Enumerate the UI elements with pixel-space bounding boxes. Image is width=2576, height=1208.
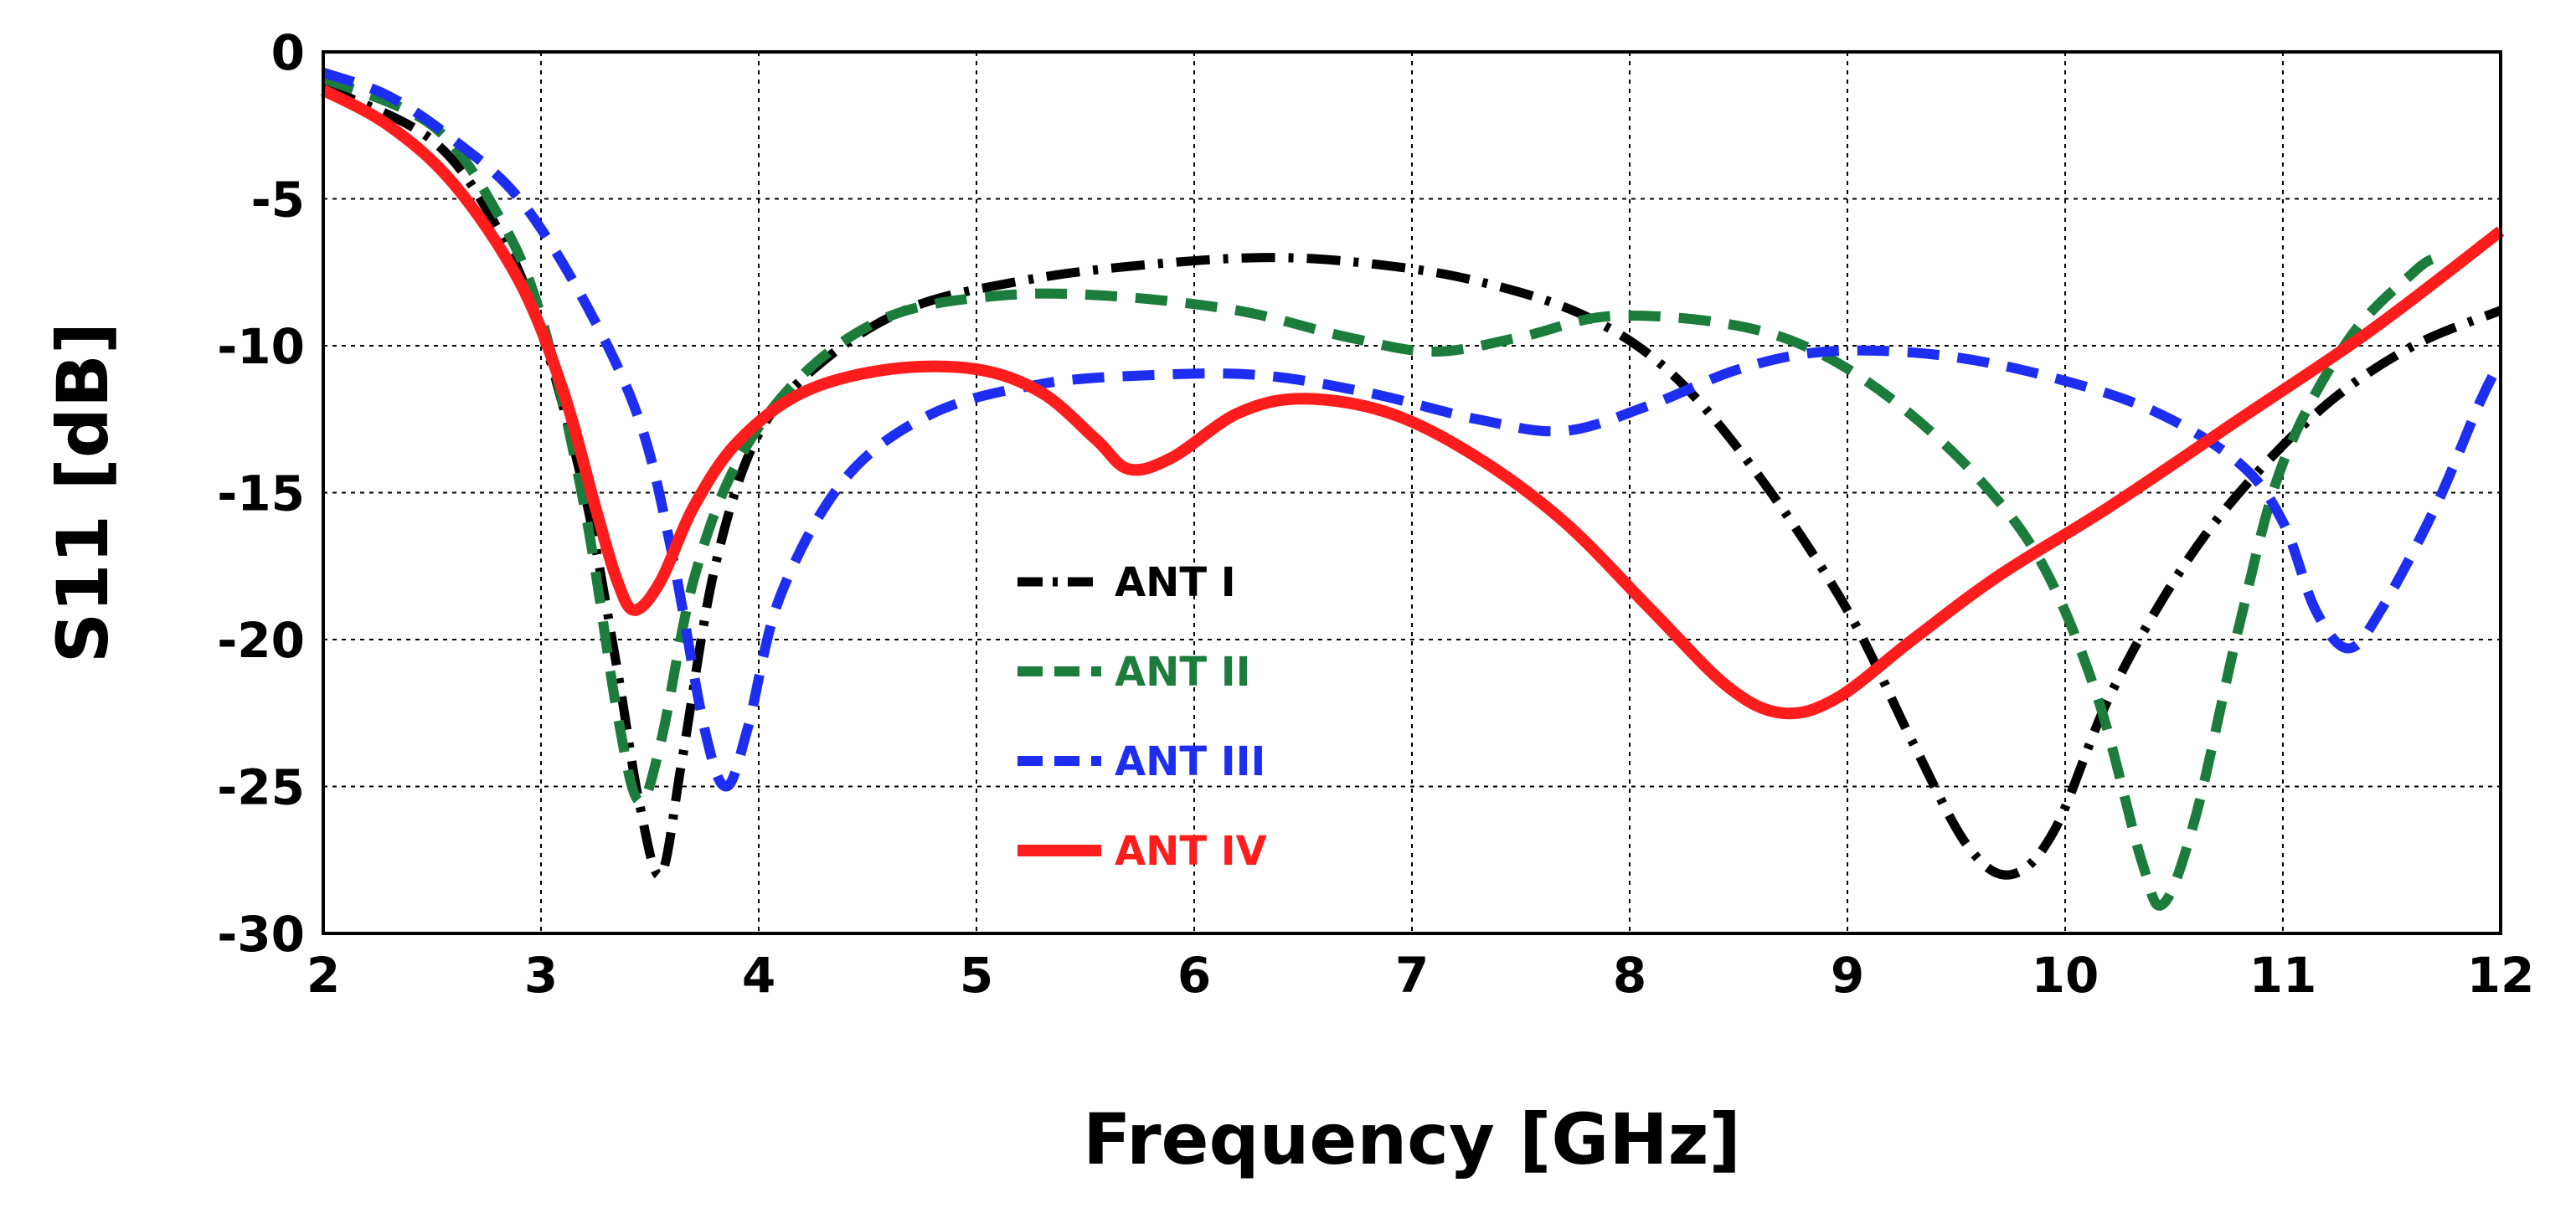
y-tick-label: -30 bbox=[217, 906, 305, 963]
legend-label-1: ANT I bbox=[1115, 559, 1236, 606]
x-tick-label: 11 bbox=[2249, 947, 2317, 1004]
x-tick-label: 3 bbox=[524, 947, 558, 1004]
x-tick-label: 12 bbox=[2467, 947, 2535, 1004]
grid bbox=[323, 52, 2501, 933]
y-tick-label: -5 bbox=[251, 172, 305, 229]
x-tick-label: 7 bbox=[1395, 947, 1429, 1004]
x-axis-title: Frequency [GHz] bbox=[1083, 1098, 1741, 1180]
series-line-2 bbox=[321, 74, 2439, 911]
legend-label-2: ANT II bbox=[1115, 649, 1251, 696]
legend-label-3: ANT III bbox=[1115, 738, 1265, 785]
x-tick-label: 9 bbox=[1831, 947, 1864, 1004]
legend: ANT I ANT II ANT III ANT IV bbox=[1018, 559, 1267, 875]
y-tick-label: -15 bbox=[217, 465, 305, 522]
x-axis-ticks: 2 3 4 5 6 7 8 9 10 11 12 bbox=[307, 947, 2535, 1004]
y-tick-label: -10 bbox=[217, 318, 305, 375]
series-line-1 bbox=[321, 83, 2503, 881]
y-tick-label: -25 bbox=[217, 759, 305, 816]
legend-label-4: ANT IV bbox=[1115, 828, 1267, 875]
x-tick-label: 10 bbox=[2032, 947, 2099, 1004]
x-tick-label: 8 bbox=[1613, 947, 1646, 1004]
series-lines bbox=[320, 67, 2506, 911]
series-line-4 bbox=[320, 85, 2505, 720]
x-tick-label: 2 bbox=[307, 947, 340, 1004]
x-tick-label: 6 bbox=[1177, 947, 1211, 1004]
x-tick-label: 5 bbox=[960, 947, 993, 1004]
y-axis-ticks: 0 -5 -10 -15 -20 -25 -30 bbox=[217, 24, 305, 963]
plot-frame bbox=[322, 50, 2502, 935]
y-tick-label: -20 bbox=[217, 612, 305, 669]
y-axis-title: S11 [dB] bbox=[42, 322, 124, 664]
x-tick-label: 4 bbox=[742, 947, 775, 1004]
series-line-3 bbox=[321, 67, 2506, 792]
y-tick-label: 0 bbox=[271, 24, 305, 81]
